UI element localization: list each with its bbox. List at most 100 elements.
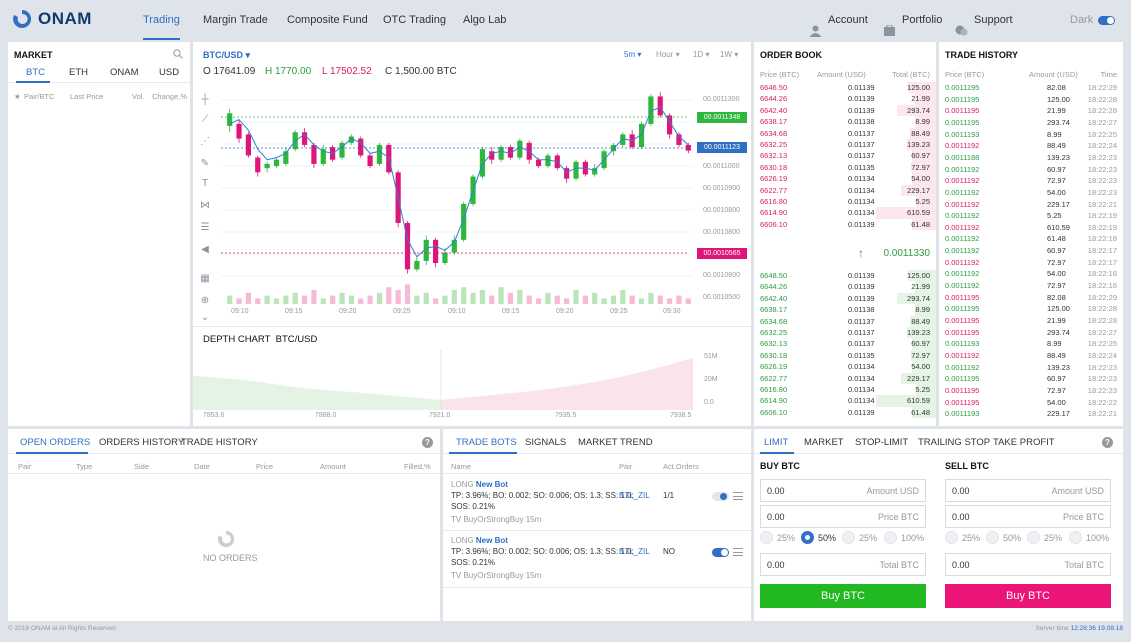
order-book-row[interactable]: 6648.50 0.01139 125.00 xyxy=(754,270,936,282)
order-book-row[interactable]: 6622.77 0.01134 229.17 xyxy=(754,372,936,384)
order-book-row[interactable]: 6632.25 0.01137 139.23 xyxy=(754,327,936,339)
order-book-row[interactable]: 6606.10 0.01139 61.48 xyxy=(754,406,936,419)
bot-enable-toggle[interactable] xyxy=(712,492,729,501)
depth-chart[interactable] xyxy=(193,350,751,410)
buy-amount-input[interactable]: 0.00 Amount USD xyxy=(760,479,926,502)
market-tab-eth[interactable]: ETH xyxy=(69,67,88,78)
bot-name-link[interactable]: New Bot xyxy=(475,536,508,545)
order-book-row[interactable]: 6634.68 0.01137 88.49 xyxy=(754,127,936,139)
tab-trailing-stop[interactable]: TRAILING STOP xyxy=(918,437,991,448)
buy-price-input[interactable]: 0.00 Price BTC xyxy=(760,505,926,528)
buy-pct-100[interactable]: 100% xyxy=(884,531,924,544)
interval-1d[interactable]: 1D ▾ xyxy=(693,50,710,59)
sell-button[interactable]: Buy BTC xyxy=(945,584,1111,608)
sell-pct-25b[interactable]: 25% xyxy=(1027,531,1062,544)
interval-1w[interactable]: 1W ▾ xyxy=(720,50,739,59)
portfolio-link[interactable]: Portfolio xyxy=(883,0,942,40)
help-icon[interactable]: ? xyxy=(1102,437,1113,448)
order-book-row[interactable]: 6638.17 0.01138 8.99 xyxy=(754,116,936,128)
col-pair[interactable]: Pair/BTC xyxy=(24,92,55,101)
order-book-row[interactable]: 6632.25 0.01137 139.23 xyxy=(754,139,936,151)
bot-row[interactable]: LONG New Bot TP: 3.96%; BO: 0.002; SO: 0… xyxy=(443,532,751,586)
bot-row[interactable]: LONG New Bot TP: 3.96%; BO: 0.002; SO: 0… xyxy=(443,476,751,530)
tab-market[interactable]: MARKET xyxy=(804,437,844,448)
tab-market-trend[interactable]: MARKET TREND xyxy=(578,437,653,448)
order-book-row[interactable]: 6626.19 0.01134 54.00 xyxy=(754,173,936,185)
order-book-row[interactable]: 6622.77 0.01134 229.17 xyxy=(754,184,936,196)
brand-logo[interactable]: ONAM xyxy=(12,9,92,29)
order-book-row[interactable]: 6616.80 0.01134 5.25 xyxy=(754,384,936,396)
col-vol[interactable]: Vol. xyxy=(132,92,145,101)
tab-limit[interactable]: LIMIT xyxy=(764,437,789,448)
account-link[interactable]: Account xyxy=(809,0,868,40)
zoom-in-icon[interactable]: ⊕ xyxy=(200,295,210,306)
order-book-row[interactable]: 6614.90 0.01134 610.59 xyxy=(754,207,936,219)
buy-pct-50[interactable]: 50% xyxy=(801,531,836,544)
measure-tool-icon[interactable]: ▦ xyxy=(200,273,210,284)
tab-orders-history[interactable]: ORDERS HISTORY xyxy=(99,437,185,448)
star-icon[interactable]: ★ xyxy=(14,92,21,101)
nav-trading[interactable]: Trading xyxy=(143,0,180,40)
order-book-row[interactable]: 6642.40 0.01139 293.74 xyxy=(754,104,936,117)
market-tab-onam[interactable]: ONAM xyxy=(110,67,139,78)
order-book-row[interactable]: 6606.10 0.01139 61.48 xyxy=(754,218,936,231)
tab-trade-bots[interactable]: TRADE BOTS xyxy=(456,437,517,448)
order-book-row[interactable]: 6614.90 0.01134 610.59 xyxy=(754,395,936,407)
trendline-tool-icon[interactable]: ⟋ xyxy=(201,114,209,125)
order-book-row[interactable]: 6630.18 0.01135 72.97 xyxy=(754,349,936,362)
order-book-row[interactable]: 6630.18 0.01135 72.97 xyxy=(754,161,936,174)
fibonacci-tool-icon[interactable]: ☰ xyxy=(200,222,210,233)
tab-signals[interactable]: SIGNALS xyxy=(525,437,567,448)
order-book-row[interactable]: 6646.50 0.01139 125.00 xyxy=(754,82,936,94)
buy-pct-25[interactable]: 25% xyxy=(760,531,795,544)
col-change[interactable]: Change,% xyxy=(152,92,188,101)
order-book-row[interactable]: 6626.19 0.01134 54.00 xyxy=(754,361,936,373)
brush-tool-icon[interactable]: ✎ xyxy=(200,158,210,169)
help-icon[interactable]: ? xyxy=(422,437,433,448)
interval-hour[interactable]: Hour ▾ xyxy=(656,50,680,59)
sell-pct-50[interactable]: 50% xyxy=(986,531,1021,544)
pair-selector[interactable]: BTC/USD ▾ xyxy=(203,50,251,60)
sell-price-input[interactable]: 0.00 Price BTC xyxy=(945,505,1111,528)
sell-pct-25[interactable]: 25% xyxy=(945,531,980,544)
bot-enable-toggle[interactable] xyxy=(712,548,729,557)
order-book-row[interactable]: 6634.68 0.01137 88.49 xyxy=(754,315,936,327)
search-icon[interactable] xyxy=(173,49,183,59)
menu-icon[interactable] xyxy=(733,492,743,500)
bot-name-link[interactable]: New Bot xyxy=(475,480,508,489)
arrow-back-icon[interactable]: ◀ xyxy=(201,244,209,255)
order-book-row[interactable]: 6616.80 0.01134 5.25 xyxy=(754,196,936,208)
candlestick-chart[interactable] xyxy=(193,42,751,332)
text-tool-icon[interactable]: T xyxy=(201,178,209,189)
sell-total-input[interactable]: 0.00 Total BTC xyxy=(945,553,1111,576)
pattern-tool-icon[interactable]: ⋈ xyxy=(200,200,210,211)
sell-pct-100[interactable]: 100% xyxy=(1069,531,1109,544)
order-book-row[interactable]: 6644.26 0.01139 21.99 xyxy=(754,281,936,293)
order-book-row[interactable]: 6638.17 0.01138 8.99 xyxy=(754,304,936,316)
nav-algo-lab[interactable]: Algo Lab xyxy=(463,14,507,26)
order-book-row[interactable]: 6632.13 0.01137 60.97 xyxy=(754,338,936,350)
tab-stop-limit[interactable]: STOP-LIMIT xyxy=(855,437,909,448)
buy-total-input[interactable]: 0.00 Total BTC xyxy=(760,553,926,576)
support-link[interactable]: Support xyxy=(955,0,1013,40)
order-book-row[interactable]: 6632.13 0.01137 60.97 xyxy=(754,150,936,162)
nav-otc-trading[interactable]: OTC Trading xyxy=(383,14,446,26)
tab-take-profit[interactable]: TAKE PROFIT xyxy=(993,437,1055,448)
nav-composite-fund[interactable]: Composite Fund xyxy=(287,14,368,26)
nav-margin-trade[interactable]: Margin Trade xyxy=(203,14,268,26)
buy-pct-25b[interactable]: 25% xyxy=(842,531,877,544)
order-book-row[interactable]: 6644.26 0.01139 21.99 xyxy=(754,93,936,105)
interval-5m[interactable]: 5m ▾ xyxy=(624,50,642,59)
col-last-price[interactable]: Last Price xyxy=(70,92,104,101)
market-tab-btc[interactable]: BTC xyxy=(26,67,45,78)
tab-trade-history[interactable]: TRADE HISTORY xyxy=(181,437,258,448)
tab-open-orders[interactable]: OPEN ORDERS xyxy=(20,437,91,448)
sell-amount-input[interactable]: 0.00 Amount USD xyxy=(945,479,1111,502)
order-book-row[interactable]: 6642.40 0.01139 293.74 xyxy=(754,292,936,305)
buy-button[interactable]: Buy BTC xyxy=(760,584,926,608)
dark-mode-toggle[interactable] xyxy=(1098,16,1115,25)
menu-icon[interactable] xyxy=(733,548,743,556)
market-tab-usd[interactable]: USD xyxy=(159,67,180,78)
chevron-down-icon[interactable]: ⌄ xyxy=(200,312,210,323)
crosshair-tool-icon[interactable]: ┼ xyxy=(201,94,209,105)
